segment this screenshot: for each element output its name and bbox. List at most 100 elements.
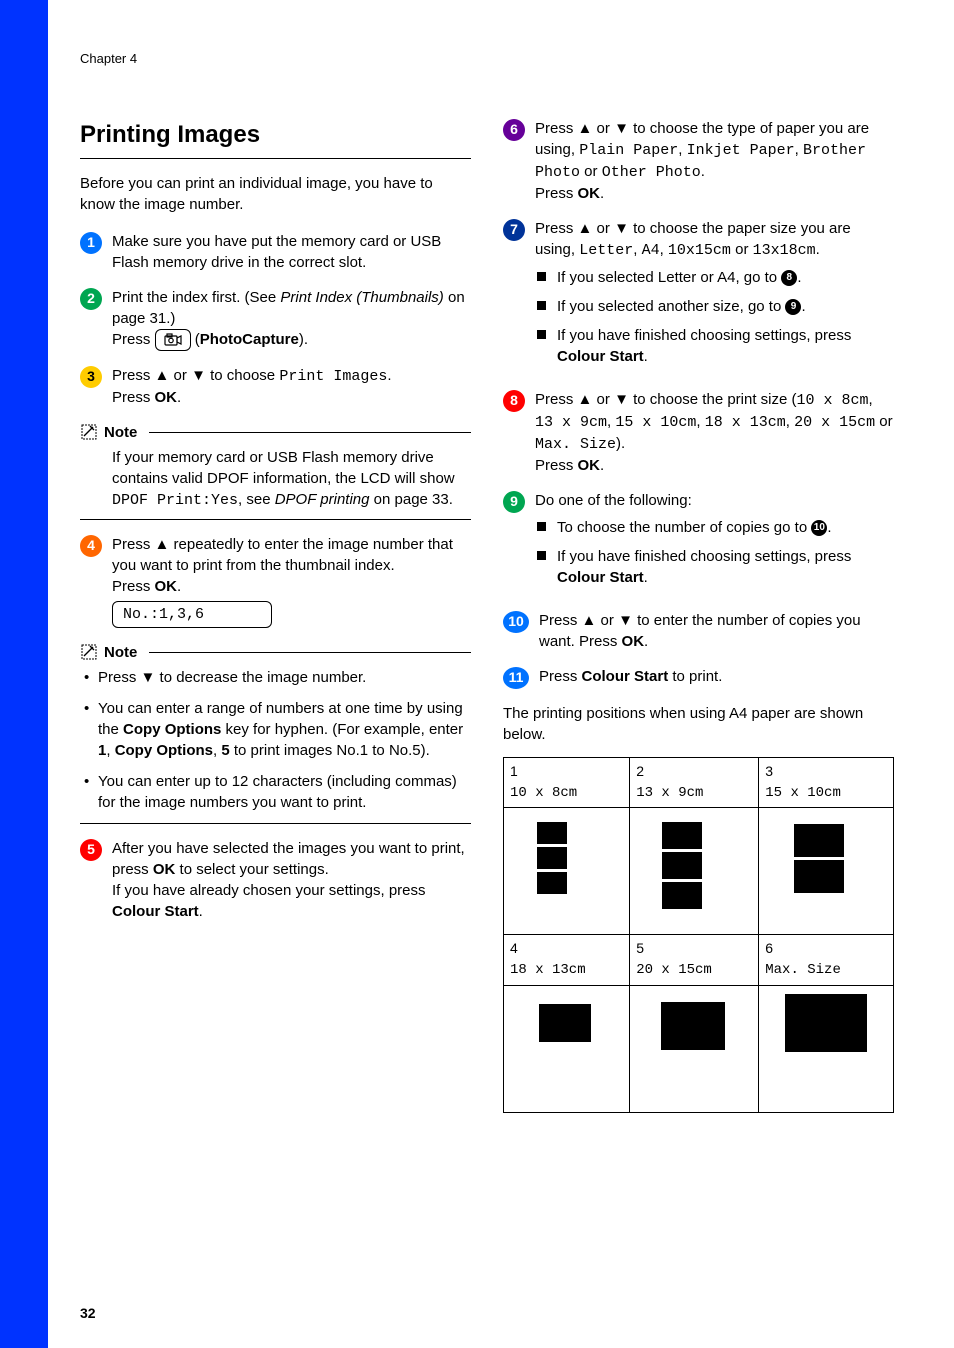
up-arrow-icon-2: ▲ (155, 536, 170, 553)
s9a: Do one of the following: (535, 492, 692, 509)
note-2-line (149, 652, 471, 653)
s8ok: OK (578, 457, 601, 474)
c2n: 2 (636, 763, 644, 779)
photocapture-label: PhotoCapture (200, 331, 299, 348)
c6s: Max. Size (765, 962, 841, 978)
step-10: 10 Press ▲ or ▼ to enter the number of c… (503, 610, 894, 652)
step-10-body: Press ▲ or ▼ to enter the number of copi… (539, 610, 894, 652)
s3c: to choose (206, 367, 279, 384)
side-accent-bar (0, 0, 48, 1348)
step-8-body: Press ▲ or ▼ to choose the print size (1… (535, 389, 894, 476)
step-2-text-c: Press (112, 331, 155, 348)
down-arrow-icon-6: ▼ (618, 612, 633, 629)
s8c: to choose the print size ( (629, 391, 797, 408)
s5d: . (199, 903, 203, 920)
s8m3: 15 x 10cm (615, 414, 696, 431)
s3f: . (177, 389, 181, 406)
dpof-link: DPOF printing (275, 491, 370, 508)
up-arrow-icon: ▲ (155, 367, 170, 384)
down-arrow-icon: ▼ (191, 367, 206, 384)
note-1-header: Note (80, 422, 471, 443)
s8h: or (875, 413, 893, 430)
sheet-3 (786, 816, 866, 926)
s3ok: OK (155, 389, 178, 406)
step-9-li-1: To choose the number of copies go to 10. (553, 517, 894, 538)
step-4: 4 Press ▲ repeatedly to enter the image … (80, 534, 471, 628)
note-icon (80, 423, 98, 441)
s9li1b: . (827, 519, 831, 536)
s4ok: OK (155, 578, 178, 595)
step-1-badge: 1 (80, 232, 102, 254)
s8m1: 10 x 8cm (797, 392, 869, 409)
s7a: Press (535, 220, 578, 237)
note-2-item-3: You can enter up to 12 characters (inclu… (84, 771, 471, 813)
s3d: . (387, 367, 391, 384)
page-content: Chapter 4 Printing Images Before you can… (0, 0, 954, 1143)
s7li2a: If you selected another size, go to (557, 298, 785, 315)
step-8-badge: 8 (503, 390, 525, 412)
s8m6: Max. Size (535, 436, 616, 453)
step-9-body: Do one of the following: To choose the n… (535, 490, 894, 596)
right-column: 6 Press ▲ or ▼ to choose the type of pap… (503, 118, 894, 1112)
down-arrow-icon-4: ▼ (614, 220, 629, 237)
cell-1-img (504, 808, 630, 935)
c4n: 4 (510, 940, 518, 956)
n2li2h: 5 (221, 742, 229, 759)
s7li1b: . (797, 269, 801, 286)
s5cs: Colour Start (112, 903, 199, 920)
step-6: 6 Press ▲ or ▼ to choose the type of pap… (503, 118, 894, 204)
cell-3-header: 315 x 10cm (759, 758, 894, 808)
s9li2a: If you have finished choosing settings, … (557, 548, 851, 565)
s8m2: 13 x 9cm (535, 414, 607, 431)
step-7-li-1: If you selected Letter or A4, go to 8. (553, 267, 894, 288)
cell-3-img (759, 808, 894, 935)
step-1: 1 Make sure you have put the memory card… (80, 231, 471, 273)
note-2-header: Note (80, 642, 471, 663)
up-arrow-icon-3: ▲ (578, 120, 593, 137)
cell-2-img (630, 808, 759, 935)
s7f: or (731, 241, 753, 258)
s7g: . (816, 241, 820, 258)
s8m5: 20 x 15cm (794, 414, 875, 431)
n2li2e: , (106, 742, 114, 759)
n2li2b: Copy Options (123, 721, 221, 738)
s7li1a: If you selected Letter or A4, go to (557, 269, 781, 286)
n2li2f: Copy Options (115, 742, 213, 759)
n2li2c: key for hyphen. (For example, enter (221, 721, 463, 738)
cell-2-header: 2 13 x 9cm (630, 758, 759, 808)
n2li1b: to decrease the image number. (155, 669, 366, 686)
section-title: Printing Images (80, 118, 471, 152)
s7li2b: . (801, 298, 805, 315)
intro-text: Before you can print an individual image… (80, 173, 471, 215)
step-5: 5 After you have selected the images you… (80, 838, 471, 922)
print-images-mono: Print Images (279, 368, 387, 385)
s9li2cs: Colour Start (557, 569, 644, 586)
step-11-body: Press Colour Start to print. (539, 666, 894, 687)
note-1-line (149, 432, 471, 433)
up-arrow-icon-4: ▲ (578, 220, 593, 237)
s7li3b: . (644, 348, 648, 365)
s9li1a: To choose the number of copies go to (557, 519, 811, 536)
s8d: , (869, 391, 873, 408)
step-5-badge: 5 (80, 839, 102, 861)
cell-5-header: 520 x 15cm (630, 935, 759, 985)
step-4-body: Press ▲ repeatedly to enter the image nu… (112, 534, 471, 628)
c2s: 13 x 9cm (636, 785, 703, 801)
s7m2: A4 (642, 242, 660, 259)
step-11-badge: 11 (503, 667, 529, 689)
step-7-li-3: If you have finished choosing settings, … (553, 325, 894, 367)
note-2-list: Press ▼ to decrease the image number. Yo… (80, 667, 471, 813)
n2li1a: Press (98, 669, 141, 686)
s5b: to select your settings. (175, 861, 328, 878)
s6a: Press (535, 120, 578, 137)
s6h: Press (535, 185, 578, 202)
c3s: 15 x 10cm (765, 785, 841, 801)
s3b: or (169, 367, 191, 384)
note-1-body: If your memory card or USB Flash memory … (80, 447, 471, 511)
step-8: 8 Press ▲ or ▼ to choose the print size … (503, 389, 894, 476)
s6d: , (678, 141, 686, 158)
s10a: Press (539, 612, 582, 629)
s6e: , (795, 141, 803, 158)
s8j: Press (535, 457, 578, 474)
note1c: on page 33. (369, 491, 452, 508)
